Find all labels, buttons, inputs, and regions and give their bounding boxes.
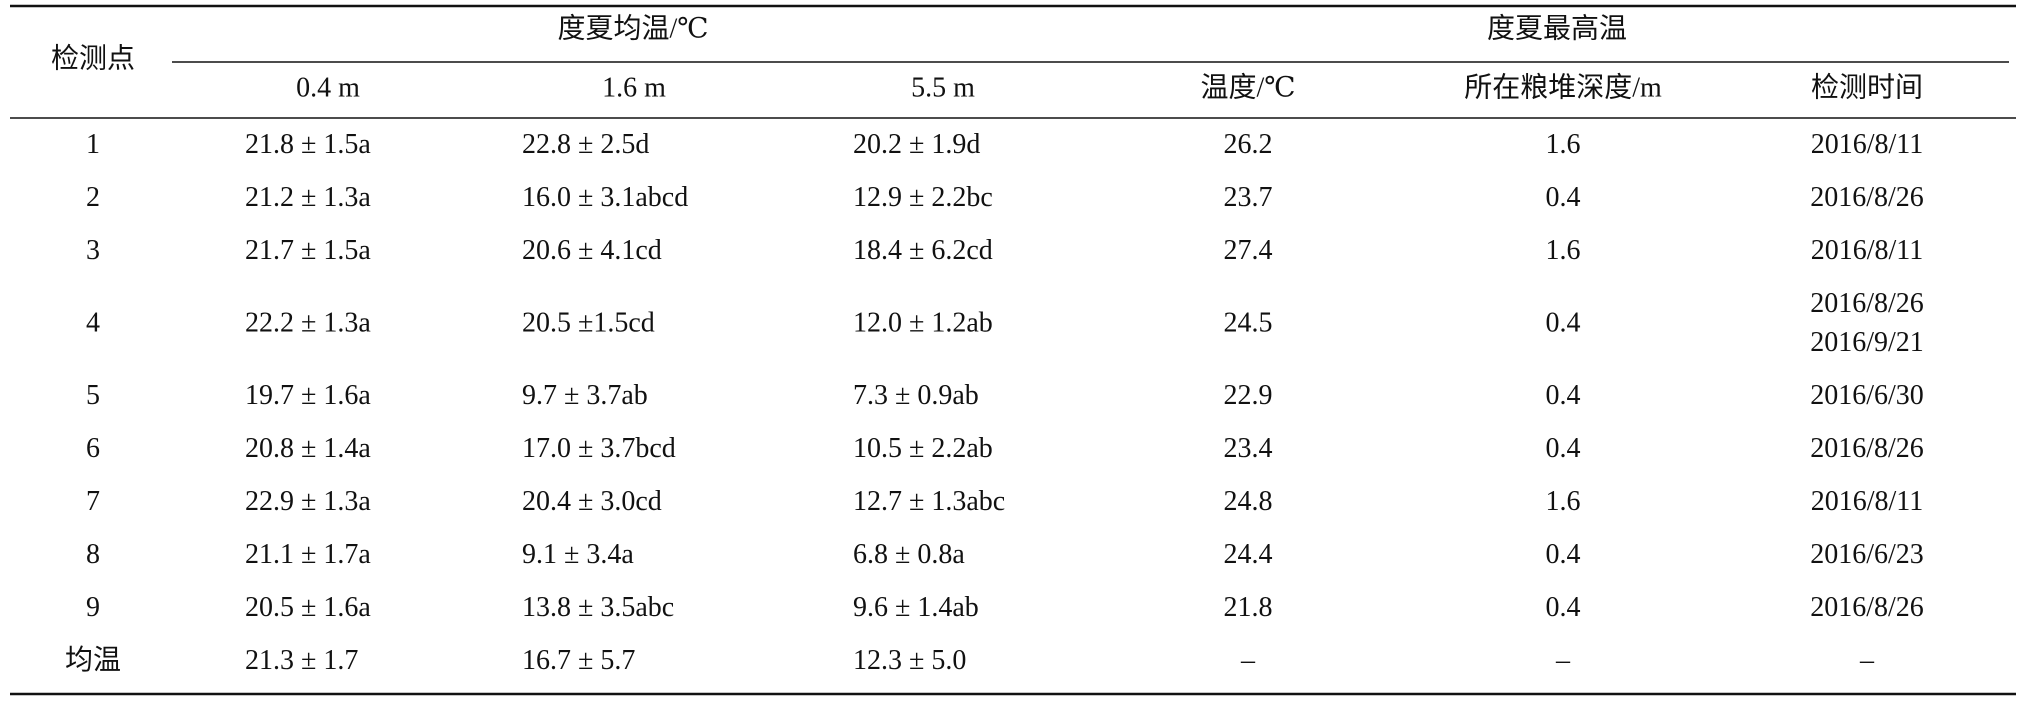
cell: – [1555, 645, 1571, 676]
cell: 均温 [65, 644, 121, 676]
cell: 0.4 [1546, 182, 1581, 213]
column-header: 所在粮堆深度/m [1464, 71, 1662, 103]
cell: 2016/8/26 [1810, 592, 1924, 623]
cell: 2 [86, 182, 100, 213]
cell: 22.2 ± 1.3a [245, 307, 371, 338]
cell: 0.4 [1546, 433, 1581, 464]
cell: 0.4 [1546, 307, 1581, 338]
cell: 6.8 ± 0.8a [853, 539, 965, 570]
cell: 21.1 ± 1.7a [245, 539, 371, 570]
cell: 2016/8/26 [1810, 288, 1924, 319]
cell: 7.3 ± 0.9ab [853, 380, 979, 411]
cell: – [1240, 645, 1256, 676]
cell: 12.7 ± 1.3abc [853, 486, 1005, 517]
cell: 21.8 [1224, 592, 1273, 623]
cell: 17.0 ± 3.7bcd [522, 433, 676, 464]
column-header: 检测时间 [1811, 71, 1923, 103]
cell: 21.3 ± 1.7 [245, 645, 358, 676]
cell: 27.4 [1224, 235, 1273, 266]
cell: 12.0 ± 1.2ab [853, 307, 993, 338]
cell: 2016/8/11 [1811, 486, 1924, 517]
cell: 16.0 ± 3.1abcd [522, 182, 688, 213]
cell: 12.9 ± 2.2bc [853, 182, 993, 213]
cell: 2016/6/30 [1810, 380, 1924, 411]
cell: 1.6 [1546, 486, 1581, 517]
cell: 22.9 [1224, 380, 1273, 411]
cell: 3 [86, 235, 100, 266]
cell: 0.4 [1546, 539, 1581, 570]
cell: 9.6 ± 1.4ab [853, 592, 979, 623]
cell: 2016/9/21 [1810, 327, 1924, 358]
cell: 5 [86, 380, 100, 411]
cell: 20.2 ± 1.9d [853, 129, 980, 160]
group-header: 度夏均温/℃ [557, 12, 708, 44]
cell: 18.4 ± 6.2cd [853, 235, 993, 266]
cell: 0.4 [1546, 380, 1581, 411]
cell: 10.5 ± 2.2ab [853, 433, 993, 464]
cell: 21.8 ± 1.5a [245, 129, 371, 160]
cell: 21.7 ± 1.5a [245, 235, 371, 266]
cell: 7 [86, 486, 100, 517]
cell: 24.5 [1224, 307, 1273, 338]
cell: 20.8 ± 1.4a [245, 433, 371, 464]
cell: – [1859, 645, 1875, 676]
cell: 0.4 [1546, 592, 1581, 623]
cell: 2016/8/26 [1810, 182, 1924, 213]
cell: 24.4 [1224, 539, 1273, 570]
column-header: 1.6 m [602, 72, 666, 103]
cell: 20.5 ± 1.6a [245, 592, 371, 623]
cell: 19.7 ± 1.6a [245, 380, 371, 411]
cell: 9.7 ± 3.7ab [522, 380, 648, 411]
cell: 20.5 ±1.5cd [522, 307, 655, 338]
cell: 8 [86, 539, 100, 570]
cell: 2016/8/26 [1810, 433, 1924, 464]
cell: 20.4 ± 3.0cd [522, 486, 662, 517]
cell: 12.3 ± 5.0 [853, 645, 966, 676]
column-header: 0.4 m [296, 72, 360, 103]
cell: 26.2 [1224, 129, 1273, 160]
cell: 2016/8/11 [1811, 235, 1924, 266]
cell: 6 [86, 433, 100, 464]
cell: 4 [86, 307, 100, 338]
cell: 1.6 [1546, 129, 1581, 160]
group-header: 度夏最高温 [1487, 12, 1627, 44]
corner-header: 检测点 [51, 42, 135, 74]
cell: 1 [86, 129, 100, 160]
cell: 20.6 ± 4.1cd [522, 235, 662, 266]
cell: 2016/8/11 [1811, 129, 1924, 160]
cell: 2016/6/23 [1810, 539, 1924, 570]
cell: 9 [86, 592, 100, 623]
cell: 16.7 ± 5.7 [522, 645, 635, 676]
column-header: 5.5 m [911, 72, 975, 103]
column-header: 温度/℃ [1200, 71, 1295, 103]
cell: 22.8 ± 2.5d [522, 129, 649, 160]
cell: 1.6 [1546, 235, 1581, 266]
cell: 22.9 ± 1.3a [245, 486, 371, 517]
cell: 9.1 ± 3.4a [522, 539, 634, 570]
cell: 24.8 [1224, 486, 1273, 517]
cell: 13.8 ± 3.5abc [522, 592, 674, 623]
cell: 23.7 [1224, 182, 1273, 213]
cell: 23.4 [1224, 433, 1273, 464]
cell: 21.2 ± 1.3a [245, 182, 371, 213]
